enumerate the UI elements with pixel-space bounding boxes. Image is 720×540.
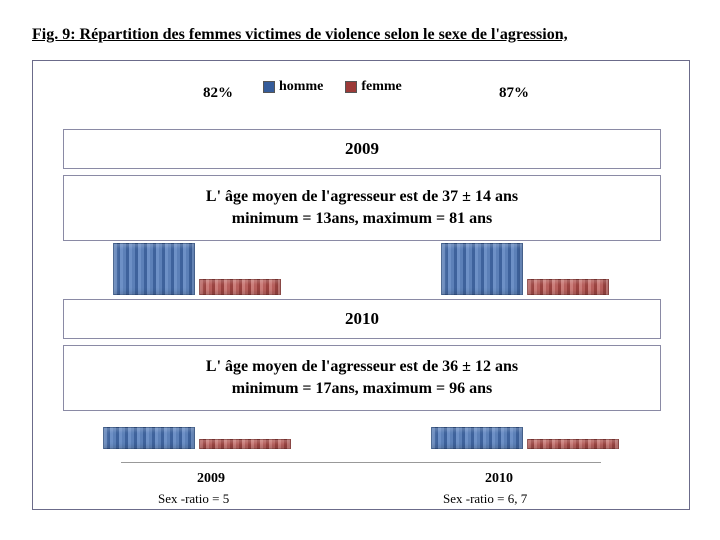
figure-title: Fig. 9: Répartition des femmes victimes … xyxy=(32,26,688,44)
bar-homme xyxy=(431,427,523,449)
bar-value-label-2009: 82% xyxy=(203,85,233,102)
bar-group-2010 xyxy=(431,427,619,449)
legend-label: femme xyxy=(361,79,401,95)
year-box-2010: 2010 xyxy=(63,299,661,339)
sex-ratio-2010: Sex -ratio = 6, 7 xyxy=(443,491,527,507)
bar-group-2009 xyxy=(113,243,281,295)
square-icon xyxy=(263,81,275,93)
legend: homme femme xyxy=(263,79,402,95)
legend-item-femme: femme xyxy=(345,79,401,95)
bar-femme xyxy=(527,439,619,449)
bar-value-label-2010: 87% xyxy=(499,85,529,102)
x-axis-label-2010: 2010 xyxy=(485,471,513,487)
square-icon xyxy=(345,81,357,93)
bar-homme xyxy=(113,243,195,295)
legend-label: homme xyxy=(279,79,323,95)
bars-low xyxy=(33,415,689,449)
x-axis-line xyxy=(121,462,601,463)
chart-frame: homme femme 82% 87% 2009 L' âge moyen de xyxy=(32,60,690,510)
sex-ratio-2009: Sex -ratio = 5 xyxy=(158,491,229,507)
bar-femme xyxy=(527,279,609,295)
bar-femme xyxy=(199,439,291,449)
x-axis-label-2009: 2009 xyxy=(197,471,225,487)
bar-group-2010 xyxy=(441,243,609,295)
legend-item-homme: homme xyxy=(263,79,323,95)
bar-homme xyxy=(441,243,523,295)
bar-homme xyxy=(103,427,195,449)
bar-femme xyxy=(199,279,281,295)
year-box-2009: 2009 xyxy=(63,129,661,169)
desc-box-2009: L' âge moyen de l'agresseur est de 37 ± … xyxy=(63,175,661,241)
bars-mid xyxy=(33,245,689,295)
desc-box-2010: L' âge moyen de l'agresseur est de 36 ± … xyxy=(63,345,661,411)
bar-group-2009 xyxy=(103,427,291,449)
